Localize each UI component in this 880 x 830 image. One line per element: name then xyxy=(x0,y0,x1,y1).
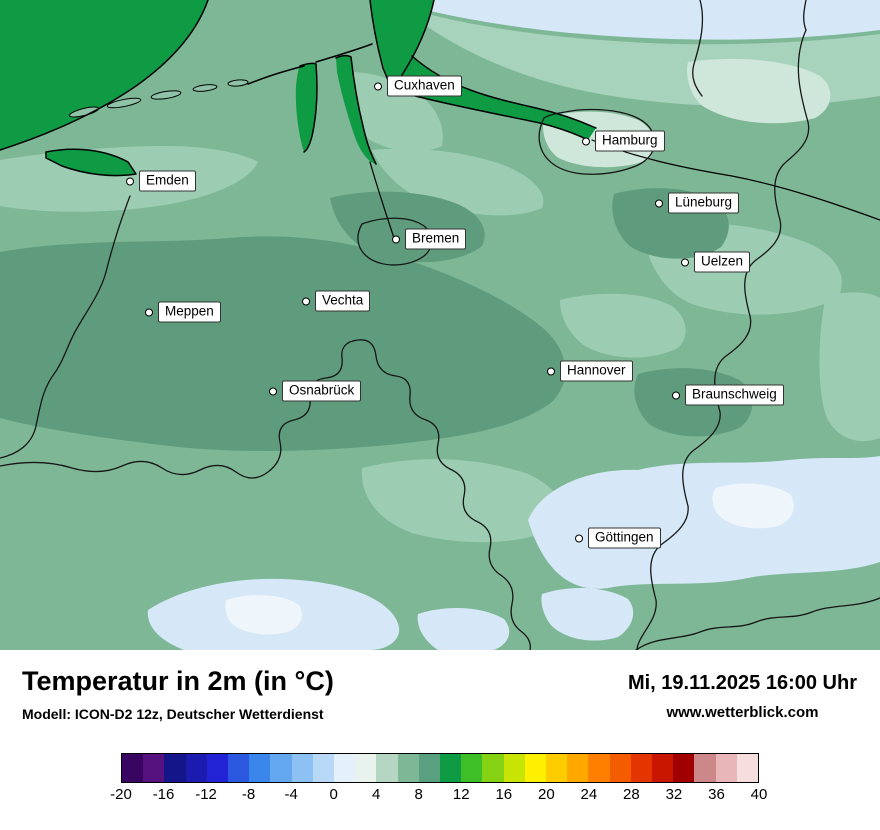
city-marker-vechta: Vechta xyxy=(302,290,371,312)
colorbar-segment-24 xyxy=(630,754,653,782)
colorbar-segment-10 xyxy=(334,754,356,782)
colorbar-segment-19 xyxy=(524,754,547,782)
colorbar-tick-40: 40 xyxy=(750,786,768,803)
colorbar-segment-29 xyxy=(736,754,759,782)
colorbar-segment-26 xyxy=(673,754,695,782)
city-marker-osnabrück: Osnabrück xyxy=(269,380,362,402)
colorbar-tick-32: 32 xyxy=(665,786,683,803)
colorbar-segment-20 xyxy=(546,754,568,782)
temperature-map-svg xyxy=(0,0,880,650)
colorbar-gradient xyxy=(121,753,759,783)
city-dot xyxy=(582,137,590,145)
colorbar-segment-7 xyxy=(270,754,292,782)
colorbar: -20 -16 -12 -8 -4 0 4 8 12 16 20 24 28 32 36 40 xyxy=(110,753,767,808)
city-marker-uelzen: Uelzen xyxy=(681,251,751,273)
city-marker-cuxhaven: Cuxhaven xyxy=(374,75,462,97)
colorbar-segment-0 xyxy=(122,754,144,782)
city-dot xyxy=(269,387,277,395)
city-label: Hannover xyxy=(560,360,633,382)
city-label: Vechta xyxy=(315,290,371,312)
colorbar-segment-14 xyxy=(418,754,441,782)
colorbar-segment-9 xyxy=(312,754,335,782)
city-dot xyxy=(672,391,680,399)
city-dot xyxy=(655,199,663,207)
colorbar-segment-28 xyxy=(715,754,737,782)
model-info: Modell: ICON-D2 12z, Deutscher Wetterdie… xyxy=(22,706,324,722)
colorbar-segment-5 xyxy=(228,754,250,782)
colorbar-tick--4: -4 xyxy=(284,786,298,803)
colorbar-tick--16: -16 xyxy=(152,786,175,803)
colorbar-segment-4 xyxy=(206,754,229,782)
city-marker-göttingen: Göttingen xyxy=(575,527,661,549)
sea-regions xyxy=(0,0,596,176)
city-marker-lüneburg: Lüneburg xyxy=(655,192,740,214)
city-marker-emden: Emden xyxy=(126,170,196,192)
colorbar-segment-8 xyxy=(291,754,313,782)
colorbar-segment-11 xyxy=(355,754,377,782)
colorbar-segment-2 xyxy=(164,754,186,782)
colorbar-segment-1 xyxy=(143,754,165,782)
datetime: Mi, 19.11.2025 16:00 Uhr xyxy=(627,672,857,694)
city-dot xyxy=(575,534,583,542)
city-label: Emden xyxy=(139,170,196,192)
city-label: Osnabrück xyxy=(282,380,362,402)
colorbar-tick-0: 0 xyxy=(329,786,338,803)
colorbar-segment-23 xyxy=(609,754,631,782)
city-marker-bremen: Bremen xyxy=(392,228,467,250)
colorbar-segment-3 xyxy=(185,754,207,782)
map-title: Temperatur in 2m (in °C) xyxy=(22,666,334,696)
city-dot xyxy=(126,177,134,185)
city-dot xyxy=(681,258,689,266)
city-label: Bremen xyxy=(405,228,467,250)
colorbar-tick-24: 24 xyxy=(580,786,598,803)
colorbar-tick-4: 4 xyxy=(372,786,381,803)
colorbar-segment-22 xyxy=(588,754,610,782)
colorbar-tick--8: -8 xyxy=(241,786,256,803)
city-label: Meppen xyxy=(158,301,221,323)
colorbar-tick-28: 28 xyxy=(623,786,640,803)
colorbar-tick-12: 12 xyxy=(452,786,470,803)
website-url: www.wetterblick.com xyxy=(666,704,819,721)
colorbar-segment-27 xyxy=(694,754,716,782)
weather-map: Cuxhaven Hamburg Emden Lüneburg Bremen Uelzen… xyxy=(0,0,880,650)
city-dot xyxy=(374,82,382,90)
colorbar-tick-8: 8 xyxy=(414,786,423,803)
city-dot xyxy=(392,235,400,243)
state-borders xyxy=(0,0,880,650)
frisian-islands xyxy=(68,79,249,118)
city-dot xyxy=(547,367,555,375)
city-label: Lüneburg xyxy=(668,192,740,214)
colorbar-tick--12: -12 xyxy=(195,786,217,803)
city-label: Braunschweig xyxy=(685,384,784,406)
city-marker-hamburg: Hamburg xyxy=(582,130,665,152)
colorbar-tick--20: -20 xyxy=(110,786,132,803)
coastlines xyxy=(0,0,880,239)
city-marker-braunschweig: Braunschweig xyxy=(672,384,784,406)
city-label: Uelzen xyxy=(694,251,751,273)
city-layer: Cuxhaven Hamburg Emden Lüneburg Bremen Uelzen… xyxy=(126,75,784,549)
colorbar-segment-17 xyxy=(482,754,504,782)
colorbar-tick-20: 20 xyxy=(537,786,555,803)
colorbar-segment-18 xyxy=(503,754,525,782)
city-label: Göttingen xyxy=(588,527,661,549)
colorbar-segment-15 xyxy=(440,754,462,782)
city-label: Cuxhaven xyxy=(387,75,462,97)
colorbar-tick-labels: -20 -16 -12 -8 -4 0 4 8 12 16 20 24 28 32 36 40 xyxy=(110,786,767,808)
datetime-block: Mi, 19.11.2025 16:00 Uhr www.wetterblick… xyxy=(628,672,857,721)
colorbar-segment-21 xyxy=(567,754,589,782)
colorbar-segment-16 xyxy=(461,754,483,782)
colorbar-segment-25 xyxy=(652,754,674,782)
city-marker-meppen: Meppen xyxy=(145,301,221,323)
city-label: Hamburg xyxy=(595,130,665,152)
city-dot xyxy=(302,297,310,305)
colorbar-segment-12 xyxy=(376,754,398,782)
city-marker-hannover: Hannover xyxy=(547,360,633,382)
colorbar-tick-36: 36 xyxy=(708,786,725,803)
colorbar-segment-6 xyxy=(249,754,271,782)
city-dot xyxy=(145,308,153,316)
footer-panel: Temperatur in 2m (in °C) Modell: ICON-D2… xyxy=(0,650,880,830)
temperature-field xyxy=(0,0,880,650)
colorbar-segment-13 xyxy=(397,754,419,782)
colorbar-tick-16: 16 xyxy=(495,786,513,803)
